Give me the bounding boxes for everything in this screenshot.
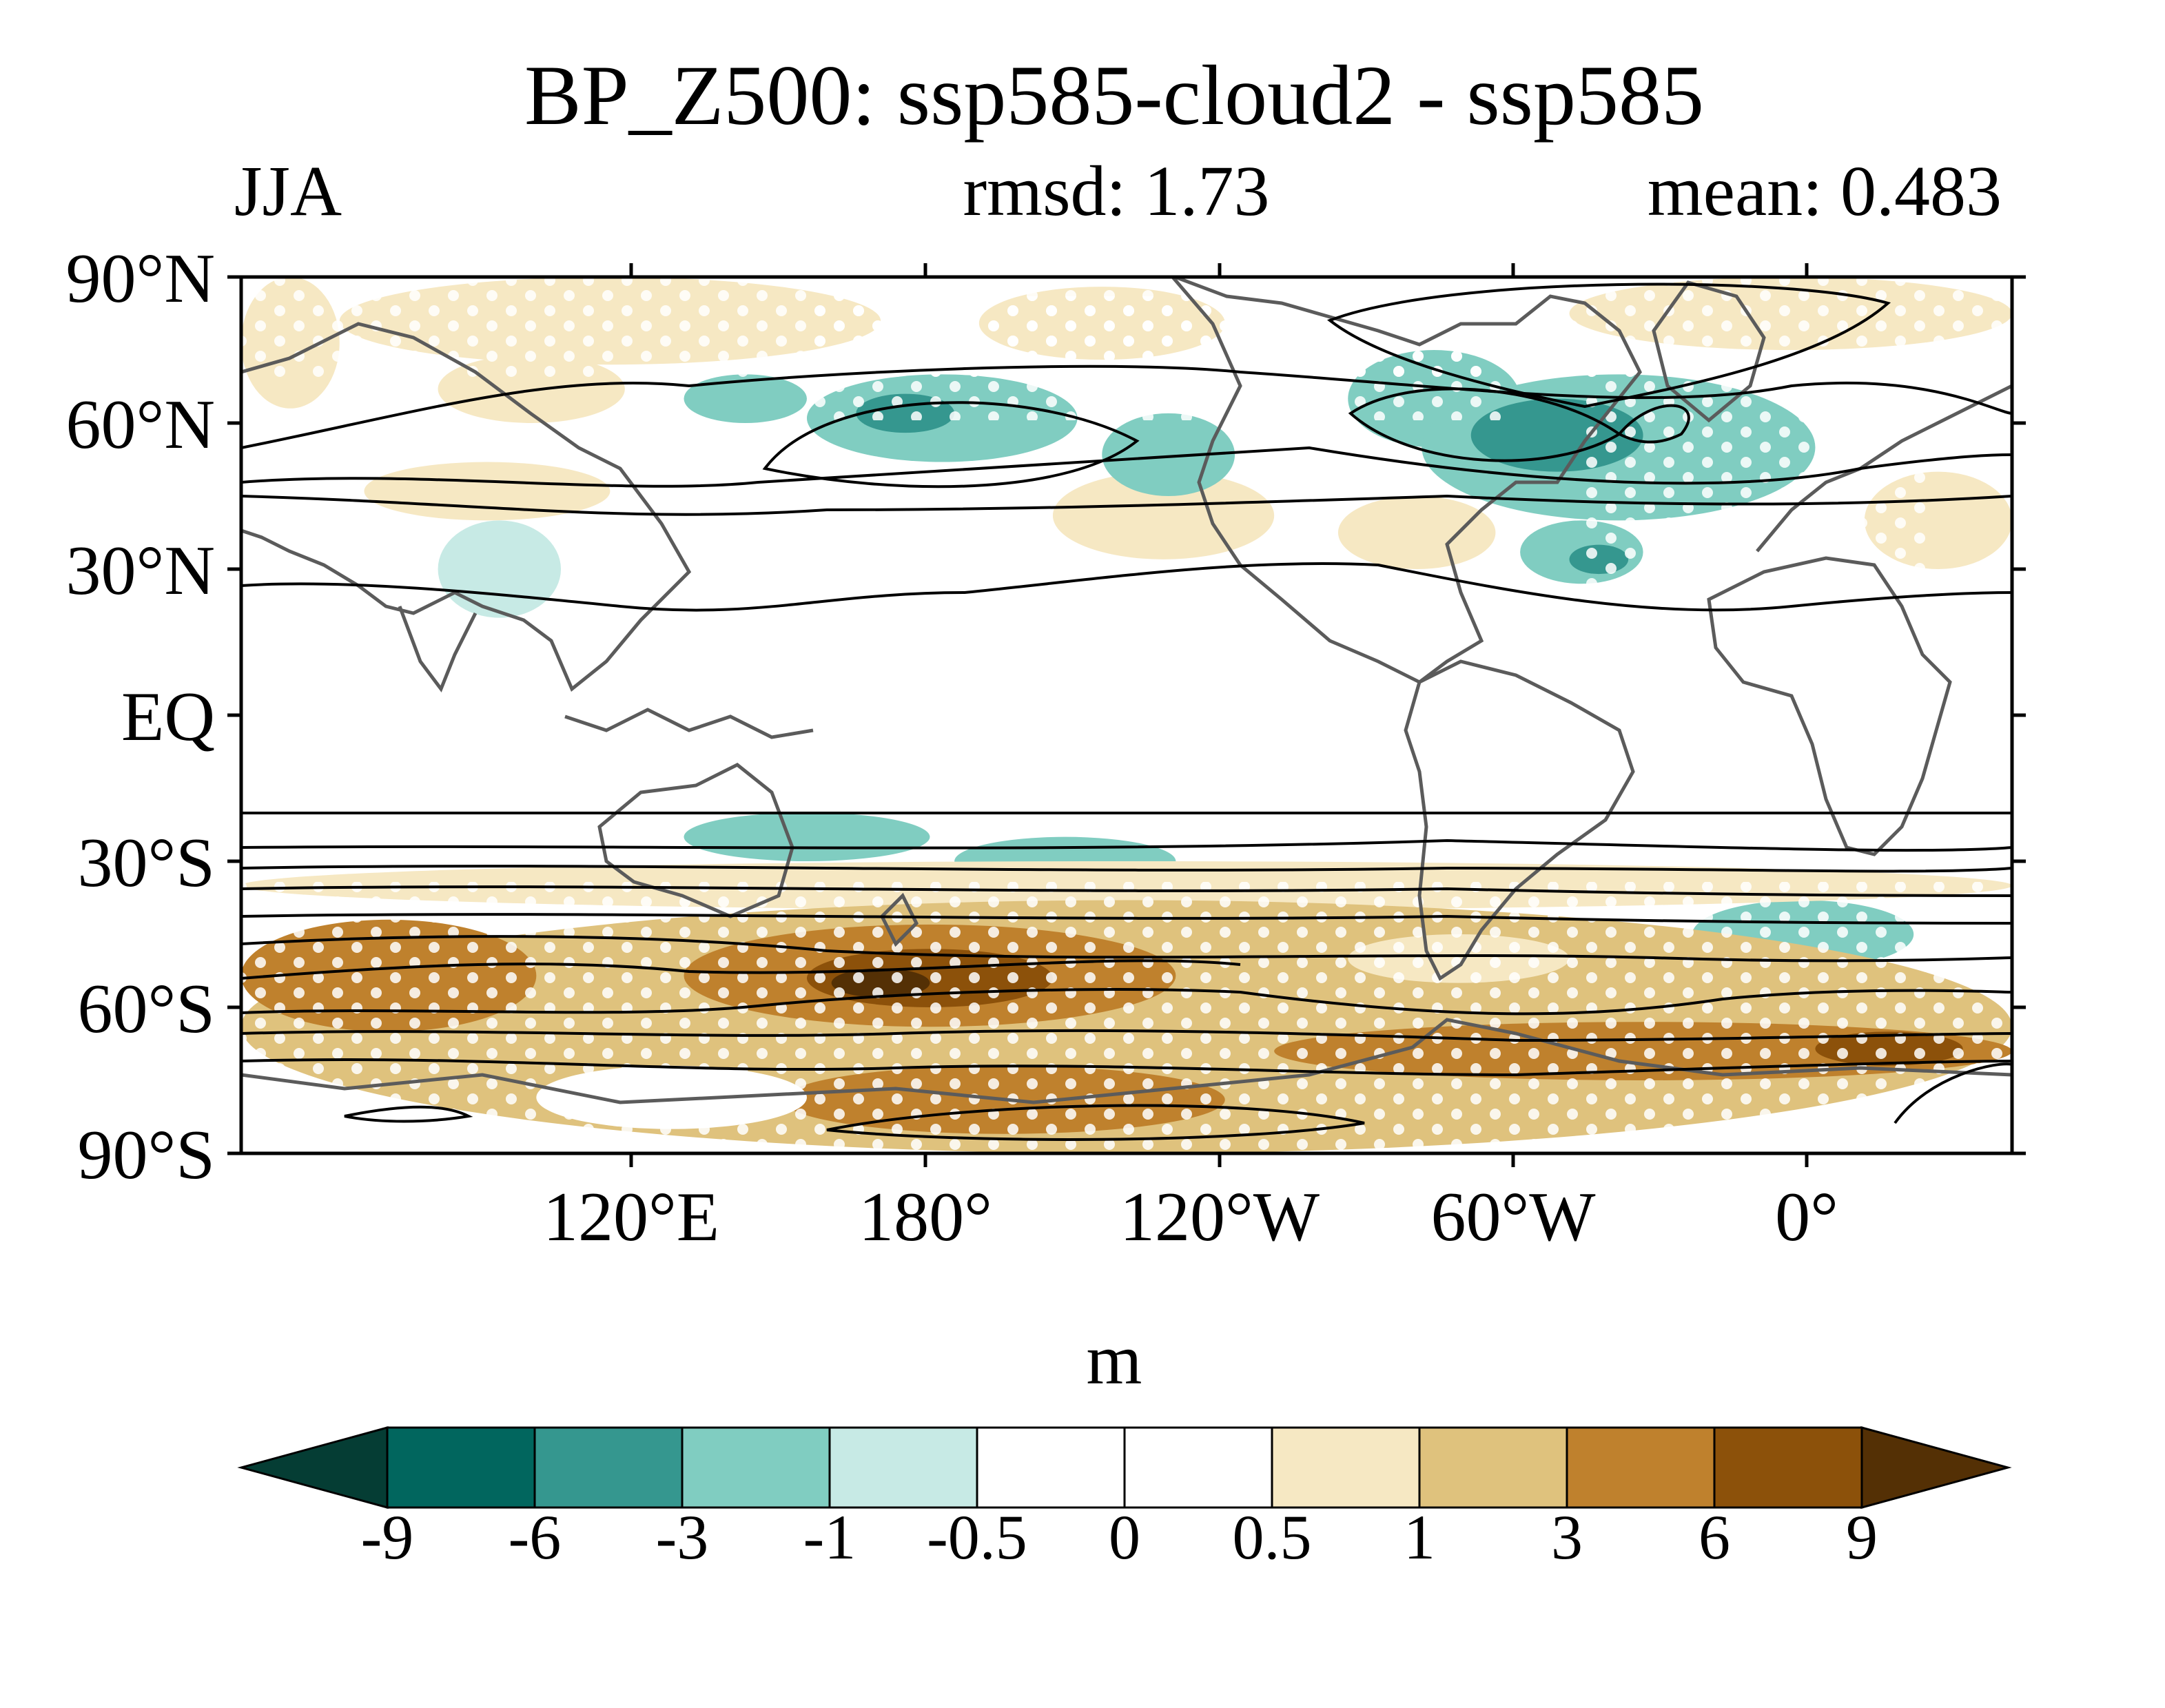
y-tick-label: EQ [121, 678, 215, 756]
coastline-greenland [1652, 280, 1766, 423]
coastline-new-zealand [879, 892, 919, 947]
x-tick-label: 60°W [1430, 1178, 1596, 1256]
y-tick-label: 90°N [66, 240, 215, 318]
anomaly-region [684, 812, 930, 861]
x-tick-label: 120°W [1120, 1178, 1320, 1256]
colorbar-level-label: -6 [509, 1502, 562, 1572]
season-label: JJA [234, 152, 342, 231]
x-tick-label: 120°E [543, 1178, 719, 1256]
x-tick-label: 180° [859, 1178, 992, 1256]
colorbar-labels: -9 -6 -3 -1 -0.5 0 0.5 1 3 6 9 [361, 1502, 1878, 1572]
chart-title: BP_Z500: ssp585-cloud2 - ssp585 [524, 48, 1704, 143]
colorbar-level-label: 0 [1109, 1502, 1140, 1572]
colorbar-level-label: 9 [1846, 1502, 1878, 1572]
mean-label: mean: 0.483 [1648, 152, 2002, 231]
colorbar-segment [386, 1426, 536, 1509]
colorbar-min-extension [237, 1426, 389, 1509]
coastline-maritime [564, 708, 814, 739]
colorbar-segment [976, 1426, 1126, 1509]
colorbar-segment [533, 1426, 684, 1509]
anomaly-region [1337, 496, 1496, 569]
colorbar-segment [828, 1426, 978, 1509]
y-tick-label: 30°N [66, 532, 215, 610]
colorbar-level-label: 0.5 [1233, 1502, 1312, 1572]
map-plot-area [241, 277, 2012, 1153]
x-tick-label: 0° [1775, 1178, 1838, 1256]
y-tick-label: 60°N [66, 386, 215, 464]
colorbar-level-label: 1 [1404, 1502, 1435, 1572]
coastline-africa [1707, 556, 1952, 856]
y-tick-label: 60°S [77, 970, 215, 1048]
colorbar-segment [1566, 1426, 1716, 1509]
colorbar-level-label: 6 [1699, 1502, 1730, 1572]
colorbar-segment [1713, 1426, 1863, 1509]
coastline-india [398, 606, 478, 693]
colorbar-segment [1271, 1426, 1421, 1509]
colorbar-level-label: 3 [1551, 1502, 1583, 1572]
x-tick-labels: 120°E 180° 120°W 60°W 0° [543, 1178, 1838, 1256]
coastline-north-america [1170, 277, 1642, 684]
coastline-asia [241, 322, 692, 692]
colorbar-max-extension [1860, 1426, 2012, 1509]
colorbar-level-label: -0.5 [927, 1502, 1027, 1572]
coastlines [241, 277, 2012, 1104]
climatology-contours [241, 282, 2012, 1141]
anomaly-region [684, 374, 807, 424]
axis-ticks [227, 263, 2026, 1167]
coastline-south-america [1404, 659, 1635, 981]
colorbar [237, 1426, 2012, 1509]
colorbar-segment [681, 1426, 831, 1509]
anomaly-region [438, 520, 562, 618]
colorbar-segment [1123, 1426, 1273, 1509]
anomaly-region [364, 462, 610, 521]
significance-stipple [241, 277, 2012, 1153]
coastline-antarctica [241, 1018, 2012, 1104]
colorbar-level-label: -9 [361, 1502, 414, 1572]
y-tick-labels: 90°N 60°N 30°N EQ 30°S 60°S 90°S [66, 240, 215, 1194]
rmsd-label: rmsd: 1.73 [963, 152, 1270, 231]
anomaly-region [1052, 471, 1275, 559]
y-tick-label: 90°S [77, 1116, 215, 1194]
colorbar-level-label: -1 [803, 1502, 856, 1572]
y-tick-label: 30°S [77, 824, 215, 902]
colorbar-level-label: -3 [656, 1502, 709, 1572]
colorbar-units: m [1087, 1320, 1142, 1399]
colorbar-segment [1418, 1426, 1568, 1509]
coastline-australia [597, 763, 794, 918]
